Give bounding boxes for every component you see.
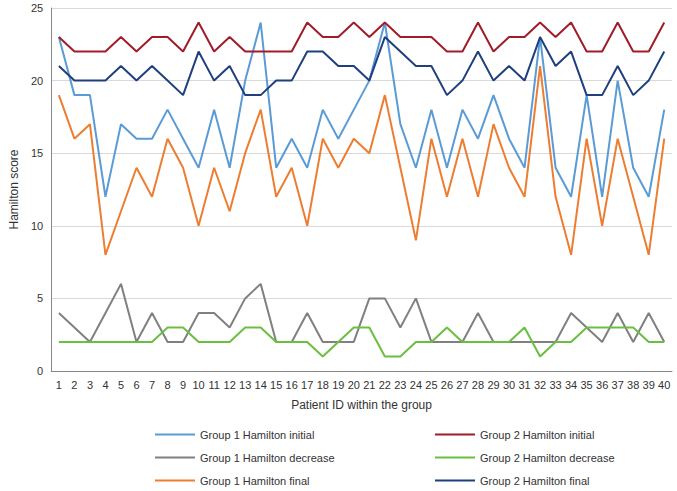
svg-text:11: 11 — [208, 379, 219, 391]
svg-text:Group 1 Hamilton final: Group 1 Hamilton final — [200, 475, 309, 487]
svg-text:35: 35 — [581, 379, 593, 391]
svg-text:9: 9 — [180, 379, 186, 391]
svg-text:16: 16 — [286, 379, 298, 391]
svg-text:3: 3 — [87, 379, 93, 391]
svg-text:21: 21 — [363, 379, 375, 391]
svg-text:Group 1 Hamilton initial: Group 1 Hamilton initial — [200, 429, 314, 441]
svg-text:6: 6 — [133, 379, 139, 391]
svg-text:5: 5 — [118, 379, 124, 391]
svg-text:37: 37 — [612, 379, 624, 391]
svg-text:39: 39 — [643, 379, 655, 391]
svg-text:36: 36 — [596, 379, 608, 391]
svg-text:7: 7 — [149, 379, 155, 391]
svg-text:27: 27 — [456, 379, 468, 391]
svg-text:Group 1 Hamilton decrease: Group 1 Hamilton decrease — [200, 452, 335, 464]
svg-text:38: 38 — [627, 379, 639, 391]
svg-text:28: 28 — [472, 379, 484, 391]
svg-text:25: 25 — [425, 379, 437, 391]
svg-text:Group 2 Hamilton final: Group 2 Hamilton final — [480, 475, 589, 487]
svg-text:0: 0 — [37, 365, 43, 377]
svg-text:18: 18 — [317, 379, 329, 391]
svg-text:Group 2 Hamilton decrease: Group 2 Hamilton decrease — [480, 452, 615, 464]
svg-text:31: 31 — [518, 379, 530, 391]
svg-text:10: 10 — [192, 379, 204, 391]
svg-text:5: 5 — [37, 292, 43, 304]
svg-text:Patient ID within the group: Patient ID within the group — [291, 398, 432, 412]
svg-text:30: 30 — [503, 379, 515, 391]
svg-text:4: 4 — [102, 379, 108, 391]
svg-text:23: 23 — [394, 379, 406, 391]
svg-text:32: 32 — [534, 379, 546, 391]
svg-text:26: 26 — [441, 379, 453, 391]
svg-text:15: 15 — [31, 147, 43, 159]
svg-text:29: 29 — [487, 379, 499, 391]
svg-text:22: 22 — [379, 379, 391, 391]
svg-text:Group 2 Hamilton initial: Group 2 Hamilton initial — [480, 429, 594, 441]
svg-text:1: 1 — [56, 379, 62, 391]
svg-text:20: 20 — [31, 75, 43, 87]
svg-text:Hamilton score: Hamilton score — [7, 149, 21, 229]
svg-text:25: 25 — [31, 2, 43, 14]
svg-text:20: 20 — [348, 379, 360, 391]
svg-text:17: 17 — [301, 379, 313, 391]
svg-text:19: 19 — [332, 379, 344, 391]
svg-text:12: 12 — [224, 379, 236, 391]
svg-text:10: 10 — [31, 220, 43, 232]
svg-text:14: 14 — [255, 379, 267, 391]
svg-text:8: 8 — [164, 379, 170, 391]
svg-text:34: 34 — [565, 379, 577, 391]
svg-text:24: 24 — [410, 379, 422, 391]
svg-text:2: 2 — [71, 379, 77, 391]
svg-text:15: 15 — [270, 379, 282, 391]
svg-text:33: 33 — [549, 379, 561, 391]
svg-text:40: 40 — [658, 379, 670, 391]
svg-text:13: 13 — [239, 379, 251, 391]
